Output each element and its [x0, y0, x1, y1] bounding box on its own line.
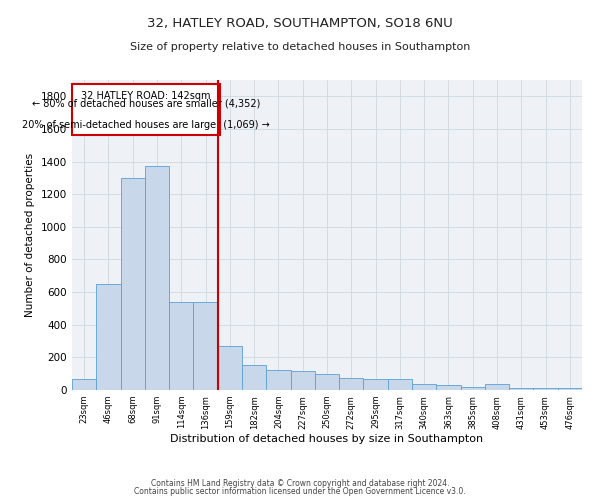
- Bar: [558, 388, 582, 390]
- Text: ← 80% of detached houses are smaller (4,352): ← 80% of detached houses are smaller (4,…: [32, 98, 260, 108]
- Bar: [266, 370, 290, 390]
- Bar: [461, 386, 485, 390]
- Bar: [436, 385, 461, 390]
- Text: 32 HATLEY ROAD: 142sqm: 32 HATLEY ROAD: 142sqm: [81, 92, 211, 102]
- Bar: [121, 178, 145, 390]
- Bar: [412, 384, 436, 390]
- Y-axis label: Number of detached properties: Number of detached properties: [25, 153, 35, 317]
- Text: 20% of semi-detached houses are larger (1,069) →: 20% of semi-detached houses are larger (…: [22, 120, 270, 130]
- Bar: [242, 364, 266, 390]
- Bar: [72, 84, 220, 136]
- Text: Contains public sector information licensed under the Open Government Licence v3: Contains public sector information licen…: [134, 487, 466, 496]
- Bar: [96, 284, 121, 390]
- Bar: [364, 378, 388, 390]
- Bar: [509, 388, 533, 390]
- X-axis label: Distribution of detached houses by size in Southampton: Distribution of detached houses by size …: [170, 434, 484, 444]
- Text: 32, HATLEY ROAD, SOUTHAMPTON, SO18 6NU: 32, HATLEY ROAD, SOUTHAMPTON, SO18 6NU: [147, 18, 453, 30]
- Bar: [315, 374, 339, 390]
- Bar: [193, 302, 218, 390]
- Bar: [145, 166, 169, 390]
- Bar: [218, 346, 242, 390]
- Text: Contains HM Land Registry data © Crown copyright and database right 2024.: Contains HM Land Registry data © Crown c…: [151, 478, 449, 488]
- Bar: [485, 384, 509, 390]
- Text: Size of property relative to detached houses in Southampton: Size of property relative to detached ho…: [130, 42, 470, 52]
- Bar: [388, 380, 412, 390]
- Bar: [290, 371, 315, 390]
- Bar: [72, 380, 96, 390]
- Bar: [533, 388, 558, 390]
- Bar: [339, 378, 364, 390]
- Bar: [169, 302, 193, 390]
